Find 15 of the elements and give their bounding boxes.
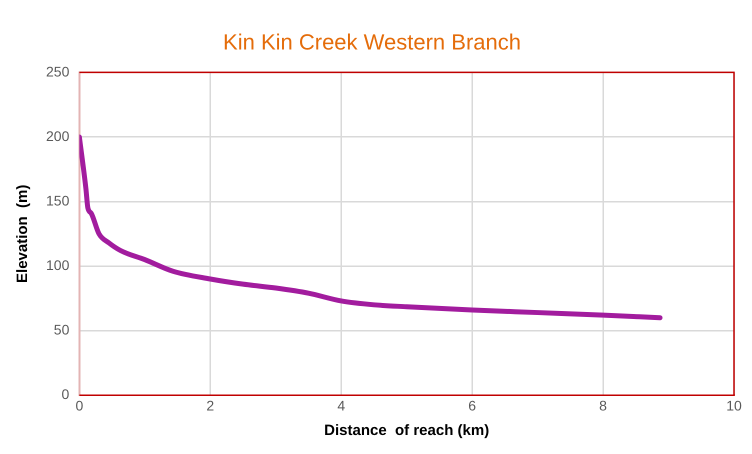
- y-axis-title: Elevation (m): [14, 184, 32, 283]
- x-tick-label: 10: [726, 397, 742, 414]
- y-tick-label: 50: [54, 322, 70, 338]
- y-tick-label: 150: [46, 192, 70, 208]
- x-tick-label: 4: [337, 397, 346, 414]
- x-tick-label: 8: [599, 397, 608, 414]
- x-tick-label: 6: [468, 397, 476, 414]
- y-tick-label: 0: [62, 386, 70, 402]
- y-tick-label: 200: [46, 128, 70, 144]
- chart-title: Kin Kin Creek Western Branch: [223, 29, 521, 54]
- x-tick-label: 2: [206, 397, 214, 414]
- y-tick-label: 250: [46, 63, 70, 80]
- y-tick-label: 100: [46, 256, 70, 273]
- x-tick-label: 0: [75, 397, 84, 414]
- x-axis-title: Distance of reach (km): [324, 422, 490, 440]
